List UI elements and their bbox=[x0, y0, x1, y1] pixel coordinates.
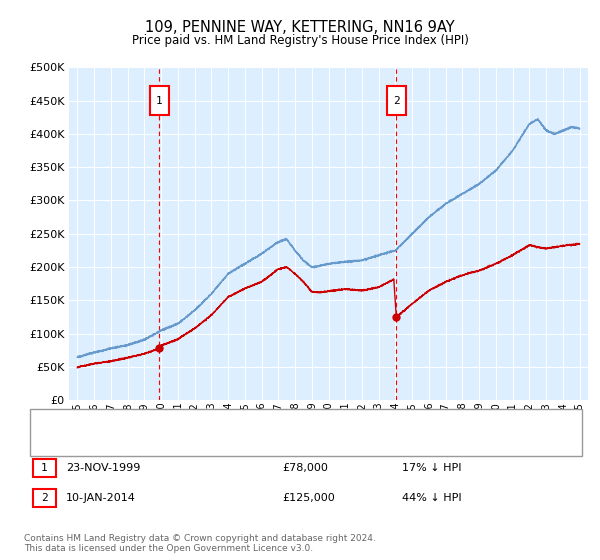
Bar bbox=[387, 86, 406, 115]
Text: £125,000: £125,000 bbox=[282, 493, 335, 503]
Text: 17% ↓ HPI: 17% ↓ HPI bbox=[402, 463, 461, 473]
Text: 10-JAN-2014: 10-JAN-2014 bbox=[66, 493, 136, 503]
Text: 109, PENNINE WAY, KETTERING, NN16 9AY: 109, PENNINE WAY, KETTERING, NN16 9AY bbox=[145, 20, 455, 35]
Text: Contains HM Land Registry data © Crown copyright and database right 2024.
This d: Contains HM Land Registry data © Crown c… bbox=[24, 534, 376, 553]
Text: 1: 1 bbox=[156, 96, 163, 105]
Text: 44% ↓ HPI: 44% ↓ HPI bbox=[402, 493, 461, 503]
Text: Price paid vs. HM Land Registry's House Price Index (HPI): Price paid vs. HM Land Registry's House … bbox=[131, 34, 469, 46]
Text: 2: 2 bbox=[41, 493, 48, 503]
Text: £78,000: £78,000 bbox=[282, 463, 328, 473]
Text: 2: 2 bbox=[393, 96, 400, 105]
Text: 23-NOV-1999: 23-NOV-1999 bbox=[66, 463, 140, 473]
Text: 109, PENNINE WAY, KETTERING, NN16 9AY (detached house): 109, PENNINE WAY, KETTERING, NN16 9AY (d… bbox=[78, 417, 393, 427]
Text: HPI: Average price, detached house, North Northamptonshire: HPI: Average price, detached house, Nort… bbox=[78, 438, 398, 448]
Bar bbox=[150, 86, 169, 115]
Text: 1: 1 bbox=[41, 463, 48, 473]
